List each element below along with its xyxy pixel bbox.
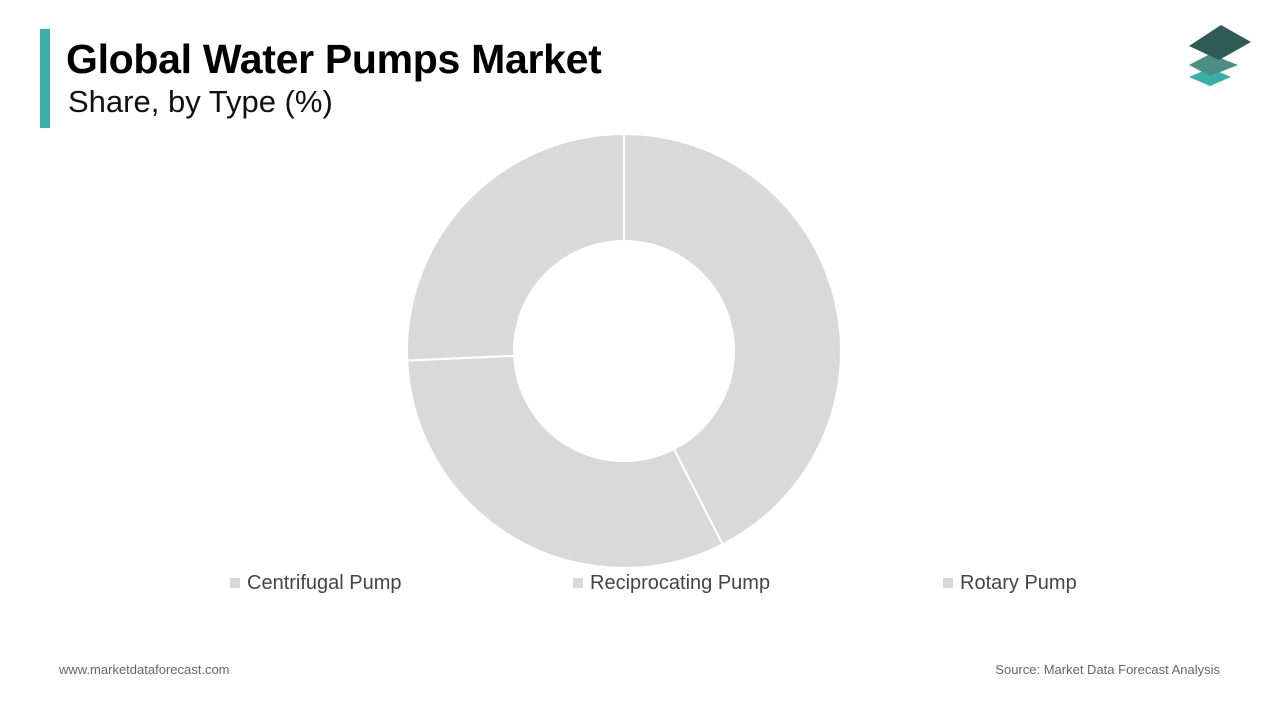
chart-subtitle: Share, by Type (%) xyxy=(68,84,333,119)
legend-item: Centrifugal Pump xyxy=(230,570,402,596)
logo-layer-middle xyxy=(1189,54,1238,76)
logo-layer-top xyxy=(1189,25,1251,60)
donut-slice-centrifugal-pump xyxy=(623,132,842,546)
logo-layer-bottom xyxy=(1189,68,1231,86)
legend-label: Centrifugal Pump xyxy=(247,571,402,594)
title-accent-bar xyxy=(40,29,50,128)
legend-label: Rotary Pump xyxy=(960,571,1077,594)
donut-slice-rotary-pump xyxy=(406,132,625,362)
legend-swatch xyxy=(943,578,953,588)
chart-title: Global Water Pumps Market xyxy=(66,36,602,82)
donut-slice-reciprocating-pump xyxy=(406,354,724,569)
footer-source: Source: Market Data Forecast Analysis xyxy=(995,662,1220,677)
legend-label: Reciprocating Pump xyxy=(590,571,771,594)
legend-swatch xyxy=(230,578,240,588)
legend-item: Reciprocating Pump xyxy=(573,570,770,596)
legend-swatch xyxy=(573,578,583,588)
company-logo-icon xyxy=(1189,25,1251,86)
footer-website[interactable]: www.marketdataforecast.com xyxy=(59,662,230,677)
legend-item: Rotary Pump xyxy=(943,570,1077,596)
